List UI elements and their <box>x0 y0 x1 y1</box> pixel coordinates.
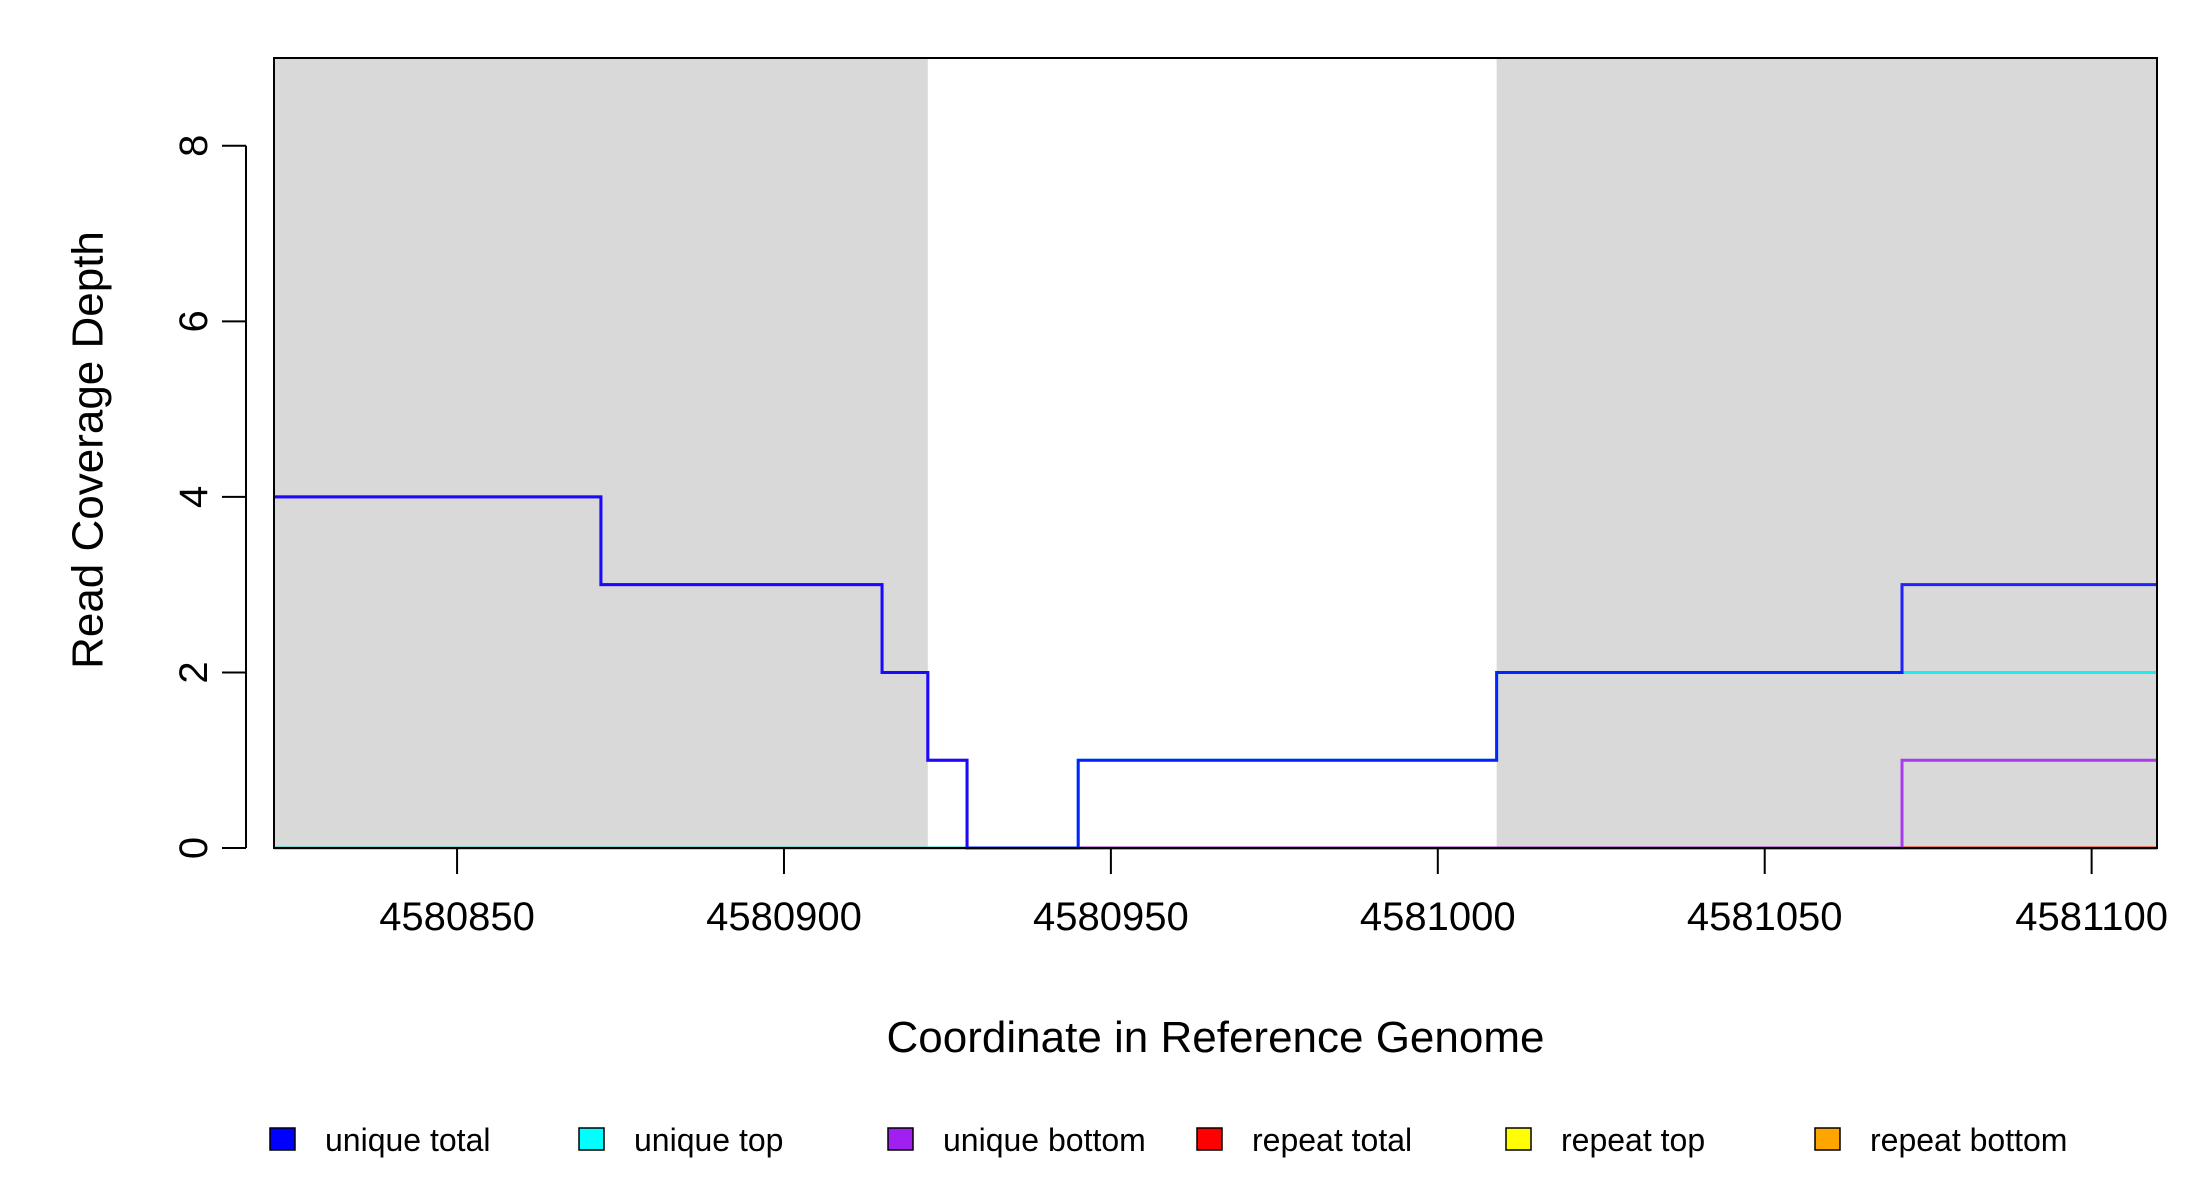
shaded-region <box>1496 58 2157 848</box>
legend-label: repeat total <box>1252 1122 1412 1158</box>
y-tick-label: 6 <box>172 310 216 332</box>
x-tick-label: 4580950 <box>1033 895 1189 939</box>
legend-label: unique top <box>634 1122 783 1158</box>
shaded-region <box>274 58 928 848</box>
x-tick-label: 4581100 <box>2015 895 2168 939</box>
legend-label: repeat bottom <box>1870 1122 2067 1158</box>
legend-label: repeat top <box>1561 1122 1705 1158</box>
legend: unique total unique top unique bottom repea… <box>269 1122 2067 1158</box>
shaded-regions <box>274 58 2157 848</box>
legend-swatch <box>1505 1127 1532 1151</box>
legend-swatch <box>1814 1127 1841 1151</box>
x-tick-label: 4581000 <box>1360 895 1516 939</box>
y-tick-label: 4 <box>172 486 216 508</box>
x-tick-label: 4580900 <box>706 895 862 939</box>
x-axis-title: Coordinate in Reference Genome <box>887 1013 1545 1062</box>
y-tick-label: 8 <box>172 135 216 157</box>
x-axis: 4580850 4580900 4580950 4581000 4581050 45811… <box>379 847 2168 939</box>
legend-swatch <box>887 1127 914 1151</box>
legend-label: unique bottom <box>943 1122 1146 1158</box>
y-axis: 0 2 4 6 8 <box>172 135 247 859</box>
legend-swatch <box>578 1127 605 1151</box>
legend-swatch <box>1196 1127 1223 1151</box>
y-tick-label: 2 <box>172 661 216 683</box>
y-tick-label: 0 <box>172 837 216 859</box>
series-line <box>274 495 2157 850</box>
legend-label: unique total <box>325 1122 490 1158</box>
legend-swatch <box>269 1127 296 1151</box>
y-axis-title: Read Coverage Depth <box>64 231 113 669</box>
x-tick-label: 4581050 <box>1687 895 1843 939</box>
x-tick-label: 4580850 <box>379 895 535 939</box>
